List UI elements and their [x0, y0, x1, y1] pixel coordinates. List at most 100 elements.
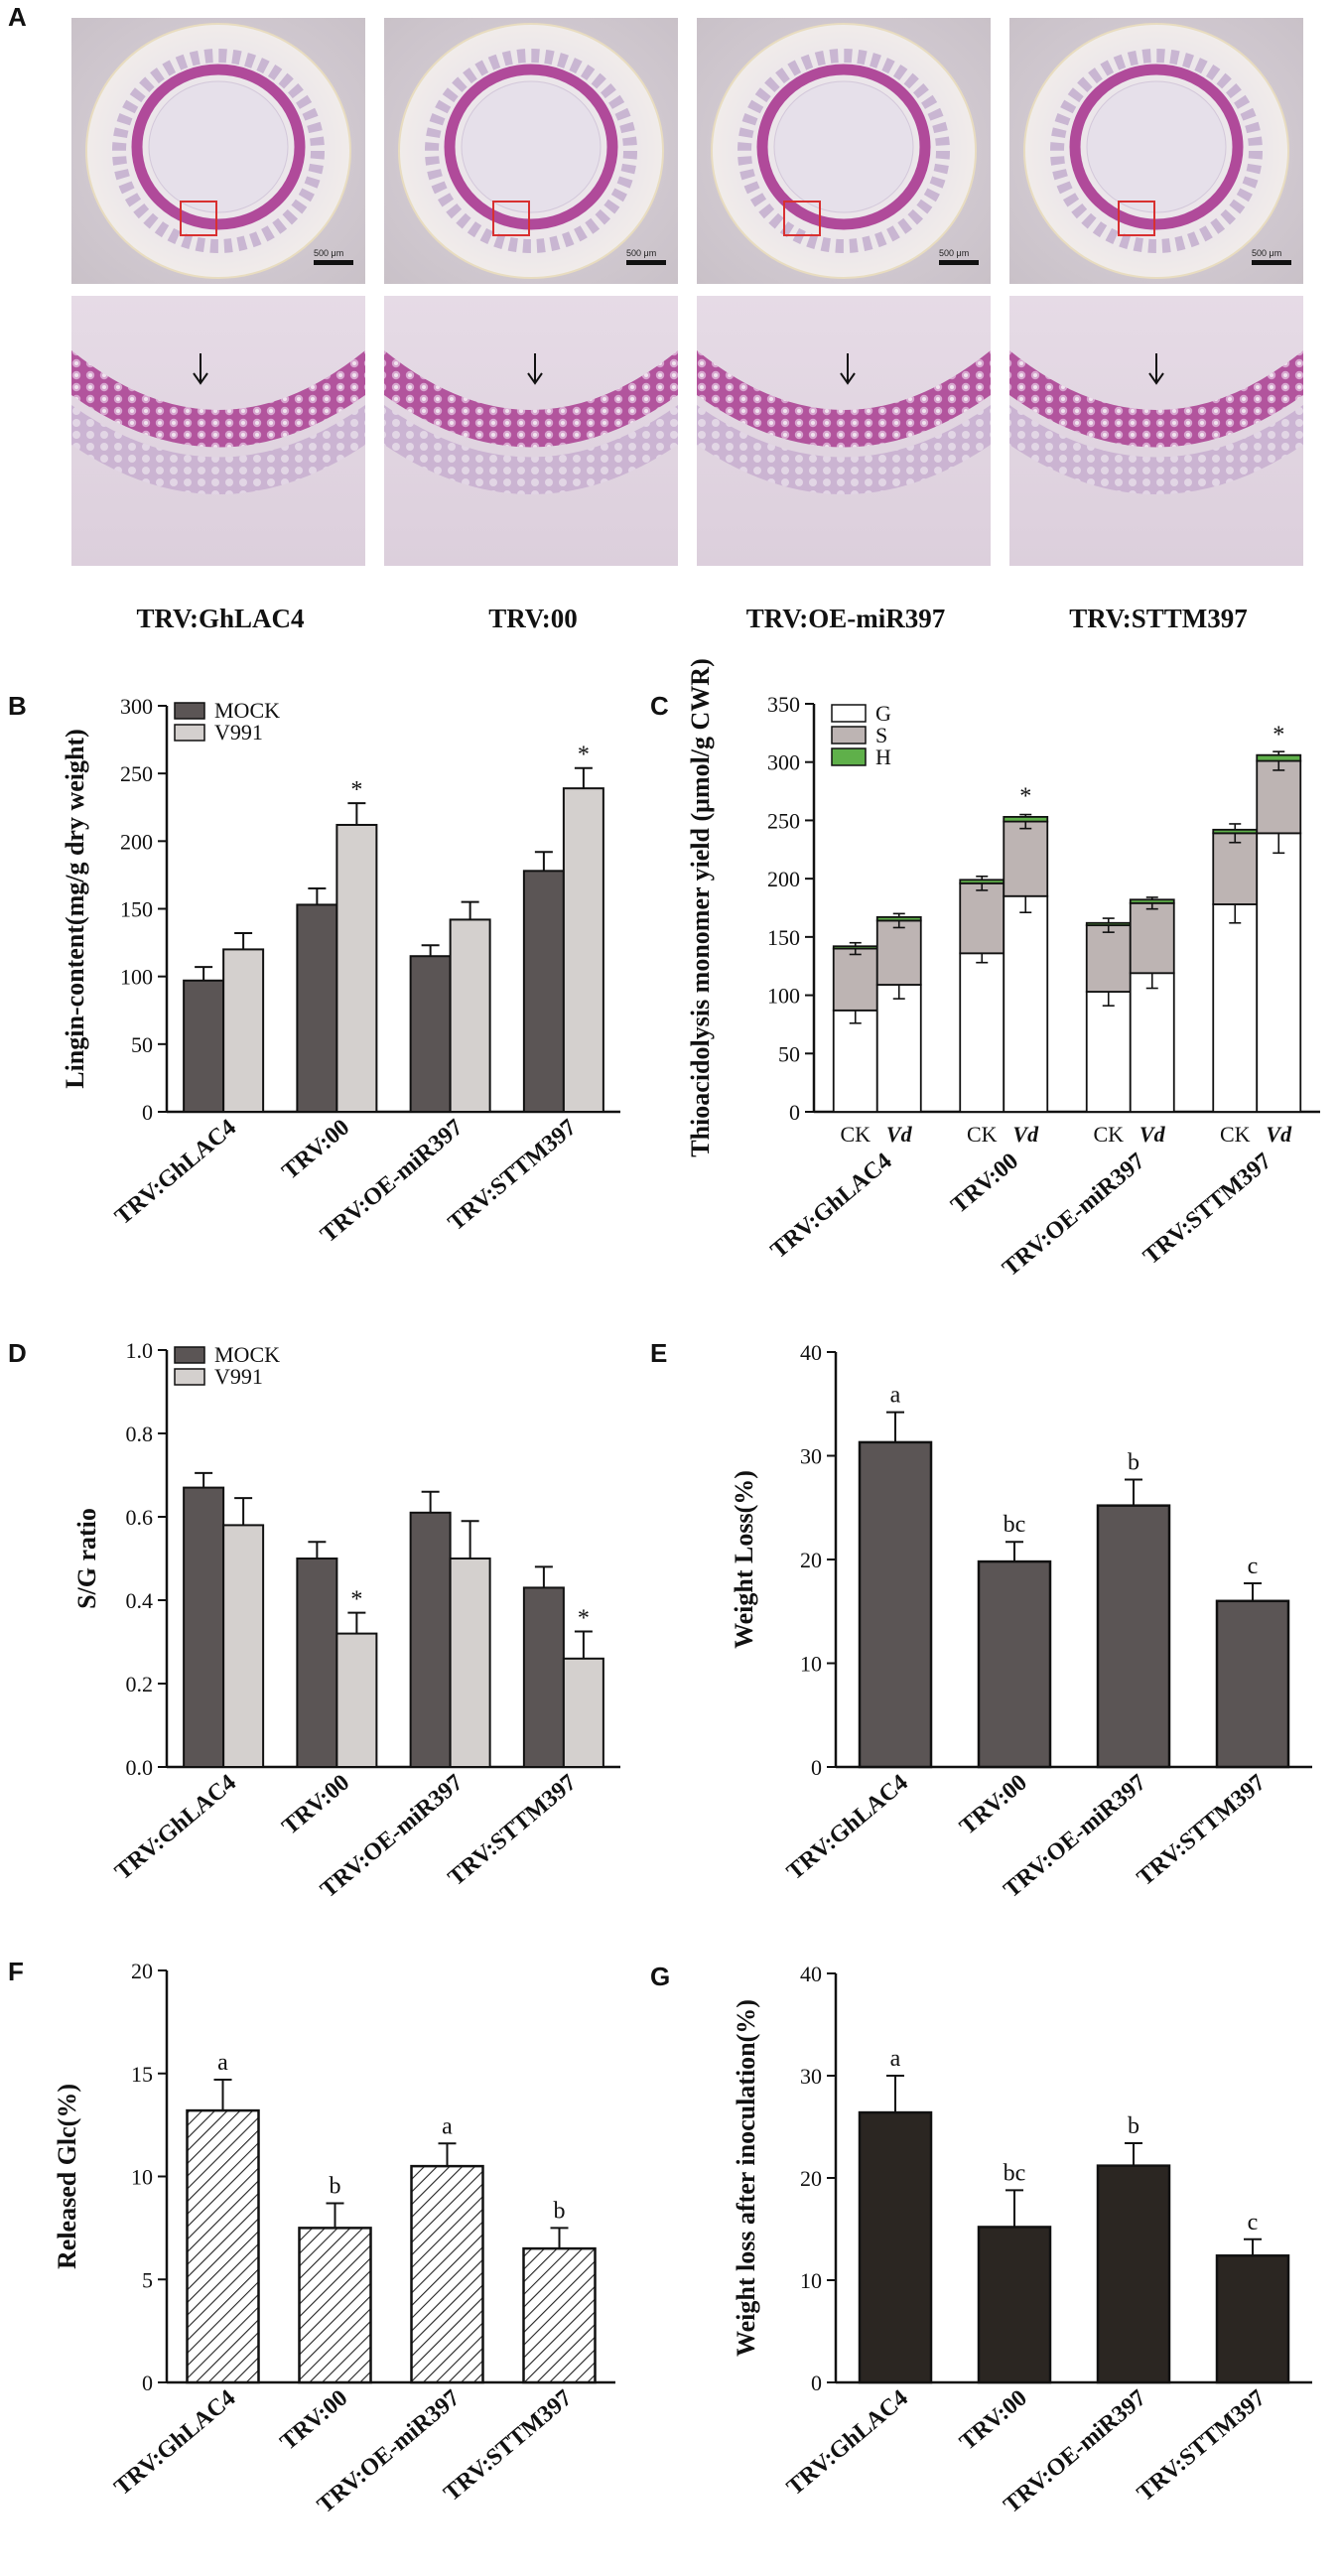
panel-c-subcategory-label: Vd	[886, 1122, 913, 1147]
xylem-cell-band	[384, 350, 678, 448]
micrograph-zoom-4	[1009, 296, 1303, 566]
xylem-cell-band	[1009, 350, 1303, 448]
panel-d-bar-v991	[222, 1524, 265, 1769]
panel-g-significance: c	[1248, 2210, 1259, 2236]
phloem-ring	[737, 49, 950, 253]
panel-d-legend-swatch	[174, 1368, 205, 1386]
panel-b-legend-swatch	[174, 702, 205, 720]
panel-c-subcategory-label: CK	[967, 1122, 998, 1147]
panel-b-y-tick-label: 150	[120, 897, 153, 922]
panel-c-subcategory-label: CK	[1093, 1122, 1124, 1147]
micrograph-zoom-1	[71, 296, 365, 566]
phloem-ring	[1050, 49, 1263, 253]
panel-e-y-tick-label: 20	[800, 1548, 822, 1572]
panel-d-bar-mock	[183, 1486, 225, 1768]
panel-g-bar	[1215, 2254, 1290, 2384]
panel-f-y-tick-label: 15	[131, 2062, 153, 2087]
panel-c-subcategory-label: Vd	[1139, 1122, 1166, 1147]
panel-c-bar-h	[959, 879, 1005, 884]
panel-b-bar-v991	[222, 948, 265, 1114]
panel-c-legend-label: H	[875, 745, 891, 769]
panel-f-bar	[410, 2164, 484, 2384]
panel-c-y-tick-label: 150	[767, 925, 800, 950]
panel-g-bar	[858, 2110, 933, 2384]
panel-f-y-tick-label: 5	[142, 2267, 153, 2292]
panel-c-bar-g	[1212, 903, 1259, 1113]
phloem-cell-band	[71, 405, 365, 494]
xylem-ring	[756, 64, 931, 230]
panel-c-bar-g	[1129, 972, 1175, 1113]
pith	[148, 80, 289, 213]
panel-f-bar	[298, 2227, 372, 2384]
phloem-ring	[425, 49, 637, 253]
scale-bar	[939, 260, 979, 265]
pith	[461, 80, 602, 213]
panel-d-legend-label: MOCK	[214, 1342, 280, 1367]
panel-e-bar	[977, 1559, 1052, 1769]
phloem-cell-band	[697, 405, 991, 494]
micrograph-zoom-2	[384, 296, 678, 566]
panel-c-subcategory-label: Vd	[1012, 1122, 1039, 1147]
panel-c-bar-s	[832, 947, 878, 1012]
scale-bar-text: 500 μm	[626, 248, 656, 258]
panel-e-y-tick-label: 10	[800, 1652, 822, 1677]
panel-d-bar-mock	[296, 1558, 338, 1768]
panel-d-legend-label: V991	[214, 1364, 263, 1389]
panel-g-significance: bc	[1004, 2160, 1026, 2186]
panel-d-legend-swatch	[174, 1346, 205, 1364]
panel-c-y-tick-label: 250	[767, 808, 800, 833]
panel-g-y-tick-label: 30	[800, 2064, 822, 2089]
panel-c-bar-h	[1256, 753, 1302, 762]
panel-b-legend-label: MOCK	[214, 698, 280, 723]
panel-e-y-axis-label: Weight Loss(%)	[730, 1470, 758, 1649]
arrow-head	[1148, 372, 1164, 385]
panel-b-bar-v991	[562, 787, 604, 1113]
panel-c-significance: *	[1273, 722, 1284, 747]
panel-c-y-tick-label: 100	[767, 984, 800, 1009]
panel-f-y-tick-label: 10	[131, 2165, 153, 2190]
zoom-region-box	[783, 201, 821, 236]
scale-bar	[626, 260, 666, 265]
phloem-cell-band	[384, 405, 678, 494]
panel-f-bar	[186, 2108, 260, 2384]
panel-e-label: E	[650, 1338, 667, 1368]
micrograph-overview-1: 500 μm	[71, 18, 365, 284]
panel-b-label: B	[8, 691, 27, 721]
panel-f-category-label: TRV:00	[276, 2385, 353, 2456]
panel-c-legend-label: S	[875, 723, 887, 747]
panel-b-bar-mock	[296, 903, 338, 1113]
scale-bar-text: 500 μm	[1252, 248, 1281, 258]
panel-c-legend-swatch	[831, 726, 867, 745]
panel-g-y-tick-label: 10	[800, 2268, 822, 2293]
panel-b-category-label: TRV:GhLAC4	[110, 1115, 241, 1231]
panel-g-label: G	[650, 1962, 670, 1991]
panel-c-bar-h	[1003, 816, 1049, 823]
panel-g-significance: b	[1128, 2113, 1139, 2139]
arrow-head	[840, 372, 856, 385]
panel-d-bar-v991	[449, 1558, 491, 1768]
panel-c-bar-h	[1129, 898, 1175, 904]
panel-c-subcategory-label: Vd	[1266, 1122, 1292, 1147]
panel-c-y-tick-label: 200	[767, 867, 800, 891]
panel-e-bar	[858, 1440, 933, 1769]
panel-c-category-label: TRV:00	[946, 1149, 1023, 1219]
panel-c-subcategory-label: CK	[840, 1122, 871, 1147]
panel-d-category-label: TRV:GhLAC4	[110, 1770, 241, 1886]
panel-f-y-axis-label: Released Glc(%)	[53, 2084, 81, 2269]
micrograph-zoom-3	[697, 296, 991, 566]
panel-d-significance: *	[578, 1606, 590, 1632]
panel-d-y-tick-label: 0.0	[126, 1755, 154, 1780]
panel-c-y-tick-label: 50	[778, 1041, 800, 1066]
panel-g-category-label: TRV:GhLAC4	[782, 2385, 913, 2502]
panel-d-y-tick-label: 0.8	[126, 1422, 154, 1446]
panel-c-bar-s	[875, 919, 922, 986]
panel-f-bar	[522, 2246, 597, 2384]
panel-c-bar-s	[1212, 832, 1259, 905]
panel-c-significance: *	[1019, 784, 1031, 810]
panel-f-significance: b	[554, 2198, 566, 2224]
panel-d-significance: *	[350, 1587, 362, 1613]
panel-a-label: A	[8, 2, 27, 32]
caption-1: TRV:GhLAC4	[136, 604, 304, 633]
panel-f-significance: b	[330, 2173, 341, 2199]
